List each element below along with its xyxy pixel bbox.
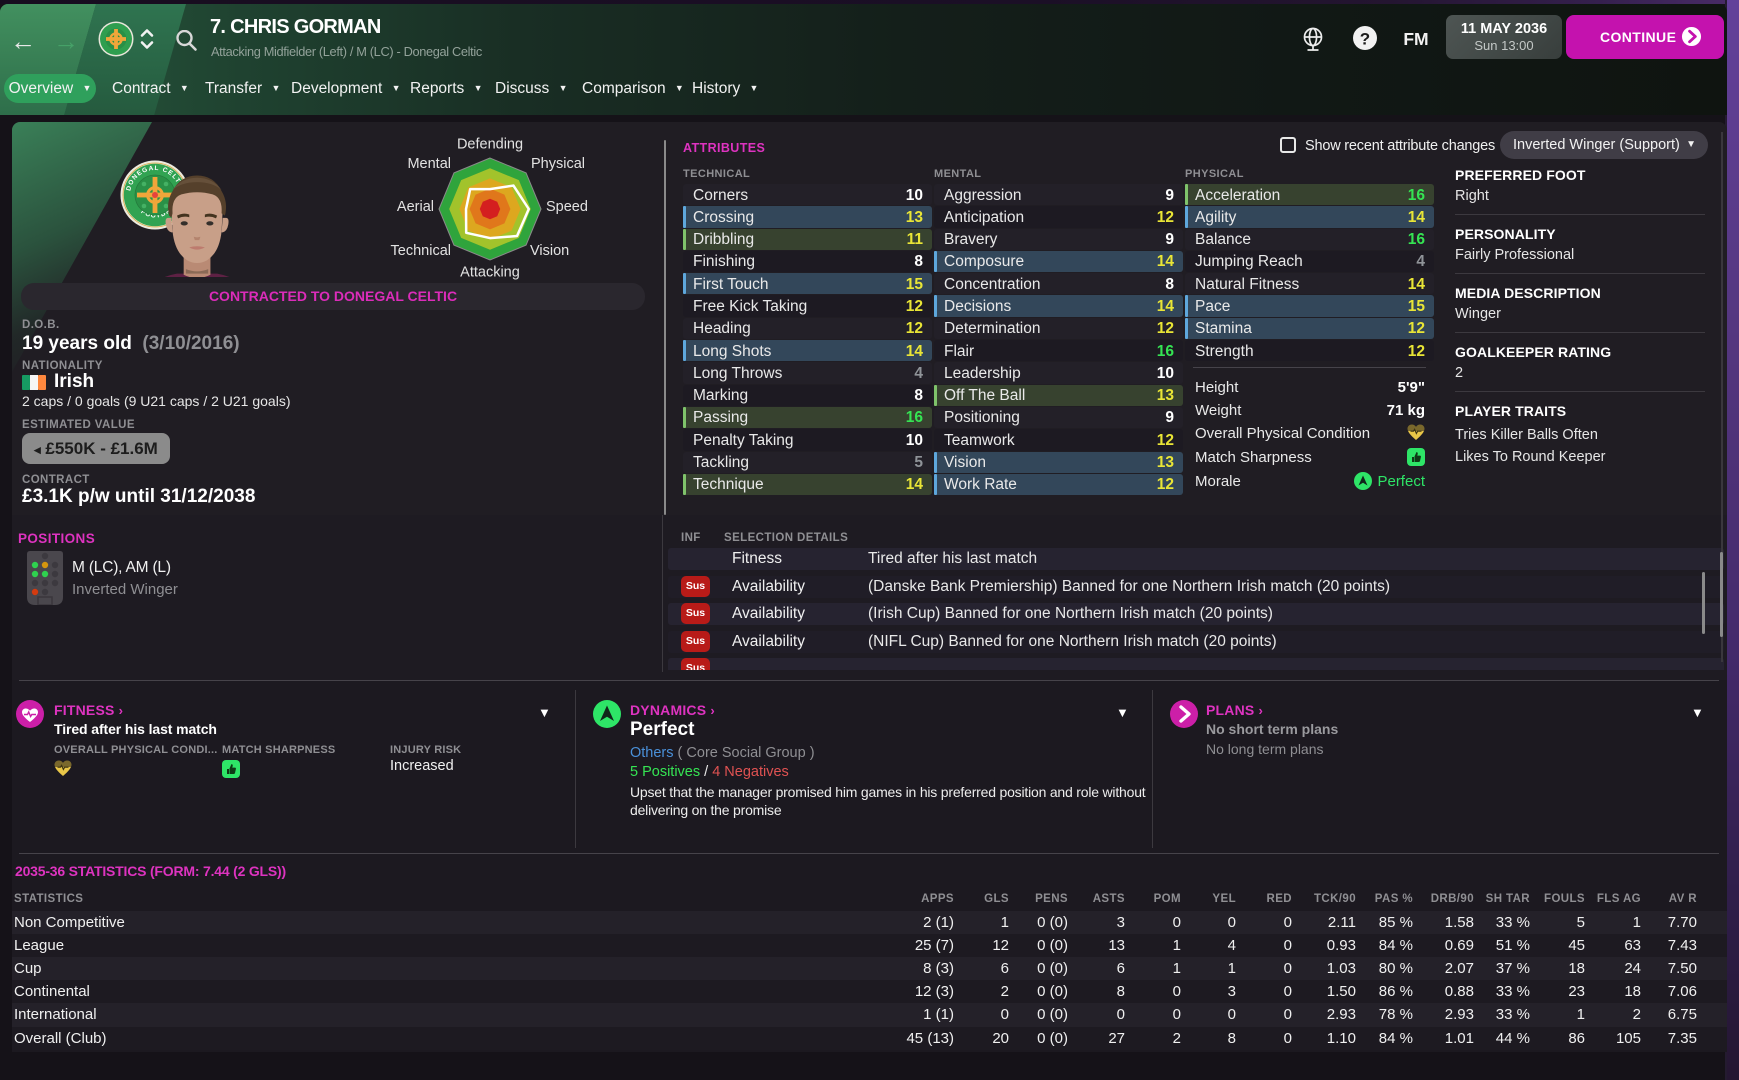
svg-text:FM: FM xyxy=(1403,29,1428,49)
svg-text:Technical: Technical xyxy=(391,243,451,259)
svg-text:Physical: Physical xyxy=(531,156,585,172)
svg-text:Vision: Vision xyxy=(530,243,569,259)
svg-text:Speed: Speed xyxy=(546,199,588,215)
svg-text:Defending: Defending xyxy=(457,137,523,153)
svg-text:Mental: Mental xyxy=(407,156,451,172)
svg-text:?: ? xyxy=(1360,30,1370,49)
svg-text:Attacking: Attacking xyxy=(460,265,520,281)
svg-text:Aerial: Aerial xyxy=(397,199,434,215)
